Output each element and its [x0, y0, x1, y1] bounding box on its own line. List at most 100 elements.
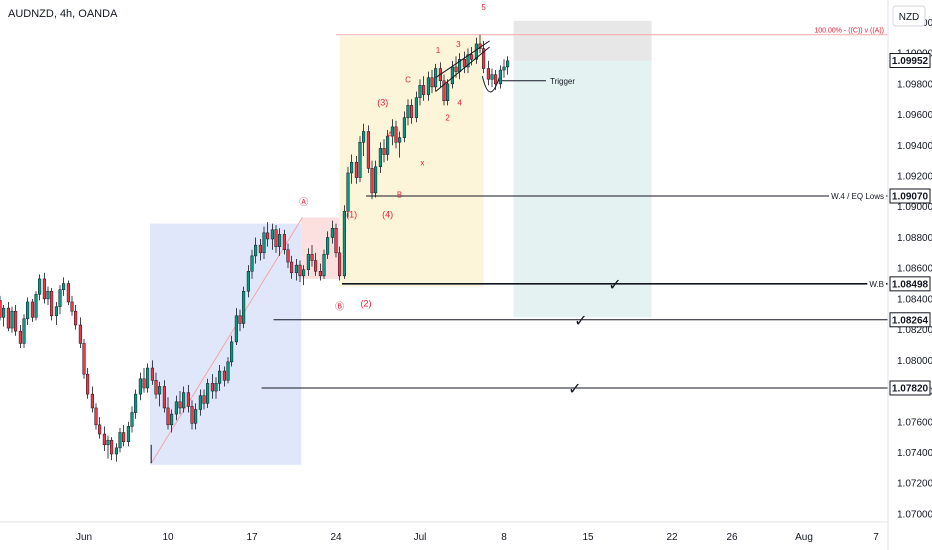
candle-body — [442, 80, 446, 102]
time-axis[interactable]: Jun 10 17 24 Jul 8 15 22 26 Aug 7 — [76, 532, 879, 543]
candle-body — [126, 426, 130, 442]
candle-body — [494, 74, 498, 85]
candle-body — [94, 407, 98, 426]
candle-body — [294, 264, 298, 274]
candle-body — [222, 370, 226, 381]
candle-body — [454, 66, 458, 72]
candle-body — [230, 341, 234, 363]
candle-body — [182, 392, 186, 409]
candle-body — [78, 324, 82, 344]
price-label: 1.08264 — [892, 315, 929, 326]
candle-body — [206, 383, 210, 404]
candle-body — [474, 43, 478, 60]
candle-body — [118, 432, 122, 449]
candle-body — [0, 300, 2, 318]
candle-body — [6, 307, 10, 329]
candle-body — [266, 232, 270, 240]
price-label: 1.09070 — [892, 191, 929, 202]
candle-body — [502, 66, 506, 71]
candle-body — [202, 395, 206, 404]
candle-body — [330, 227, 334, 238]
candle-body — [98, 424, 102, 435]
candle-body — [226, 361, 230, 381]
candle-body — [386, 135, 390, 155]
wave-label: x — [420, 158, 424, 167]
candle-body — [398, 137, 402, 143]
candle-body — [162, 386, 166, 409]
candle-body — [2, 307, 6, 318]
wave-label: (4) — [382, 209, 393, 219]
candle-body — [374, 166, 378, 194]
price-label: 1.09952 — [892, 56, 929, 67]
candle-body — [150, 367, 154, 381]
level-label: Trigger — [550, 77, 575, 86]
price-label: 1.08498 — [892, 279, 929, 290]
candle-body — [114, 447, 118, 455]
candle-body — [290, 261, 294, 274]
candle-body — [194, 409, 198, 424]
candle-body — [30, 301, 34, 318]
time-tick: Aug — [795, 532, 813, 543]
wave-label: 2 — [445, 114, 450, 123]
check-mark: ✓ — [608, 277, 621, 294]
candle-body — [498, 69, 502, 85]
price-tick: 1.07400 — [897, 448, 932, 459]
candle-body — [314, 260, 318, 272]
candle-body — [362, 131, 366, 143]
wave-label: Ⓐ — [299, 197, 308, 207]
candle-body — [34, 294, 38, 318]
time-tick: Jul — [414, 532, 427, 543]
candle-body — [350, 161, 354, 174]
candle-body — [242, 290, 246, 324]
wave-label: (2) — [361, 299, 372, 309]
candle-body — [338, 252, 342, 277]
price-tick: 1.08200 — [897, 325, 932, 336]
candle-body — [62, 283, 66, 290]
price-label-box — [889, 312, 931, 328]
price-axis-bg — [888, 0, 932, 550]
candle-body — [26, 301, 30, 320]
price-label-box — [889, 53, 931, 69]
currency-button[interactable] — [892, 5, 926, 27]
check-mark: ✓ — [568, 381, 581, 398]
candle-body — [402, 117, 406, 138]
price-tick: 1.08800 — [897, 233, 932, 244]
candle-body — [178, 401, 182, 409]
candle-body — [10, 310, 14, 329]
candle-body — [210, 383, 214, 392]
candle-body — [358, 141, 362, 178]
candle-body — [382, 148, 386, 155]
candle-body — [414, 97, 418, 118]
candle-body — [74, 310, 78, 326]
time-tick: Jun — [76, 532, 92, 543]
time-tick: 10 — [162, 532, 174, 543]
a-trendline — [150, 217, 303, 464]
candle-body — [470, 54, 474, 60]
time-tick: 26 — [726, 532, 738, 543]
price-tick: 1.08000 — [897, 356, 932, 367]
candle-body — [394, 126, 398, 143]
candle-body — [482, 48, 486, 69]
candle-body — [22, 318, 26, 344]
candle-body — [50, 290, 54, 317]
wave-annotations: ⒶⒷ(1)(2)(3)(4)ABCx1234Ⓒ(5)5 — [299, 3, 500, 312]
candle-body — [18, 330, 22, 344]
candle-body — [306, 254, 310, 270]
price-tick: 1.09400 — [897, 141, 932, 152]
time-tick: 17 — [246, 532, 258, 543]
candle-body — [486, 68, 490, 80]
currency-label: NZD — [899, 12, 920, 23]
level-label-bg — [829, 190, 886, 202]
candle-body — [366, 131, 370, 169]
candle-body — [38, 278, 42, 295]
candle-body — [318, 271, 322, 277]
candle-body — [58, 289, 62, 307]
wave-label: 1 — [436, 46, 441, 55]
candle-body — [218, 370, 222, 384]
price-tick: 1.07000 — [897, 509, 932, 520]
candle-body — [214, 383, 218, 392]
candle-body — [422, 85, 426, 95]
candle-body — [86, 373, 90, 395]
price-tick: 1.09800 — [897, 79, 932, 90]
